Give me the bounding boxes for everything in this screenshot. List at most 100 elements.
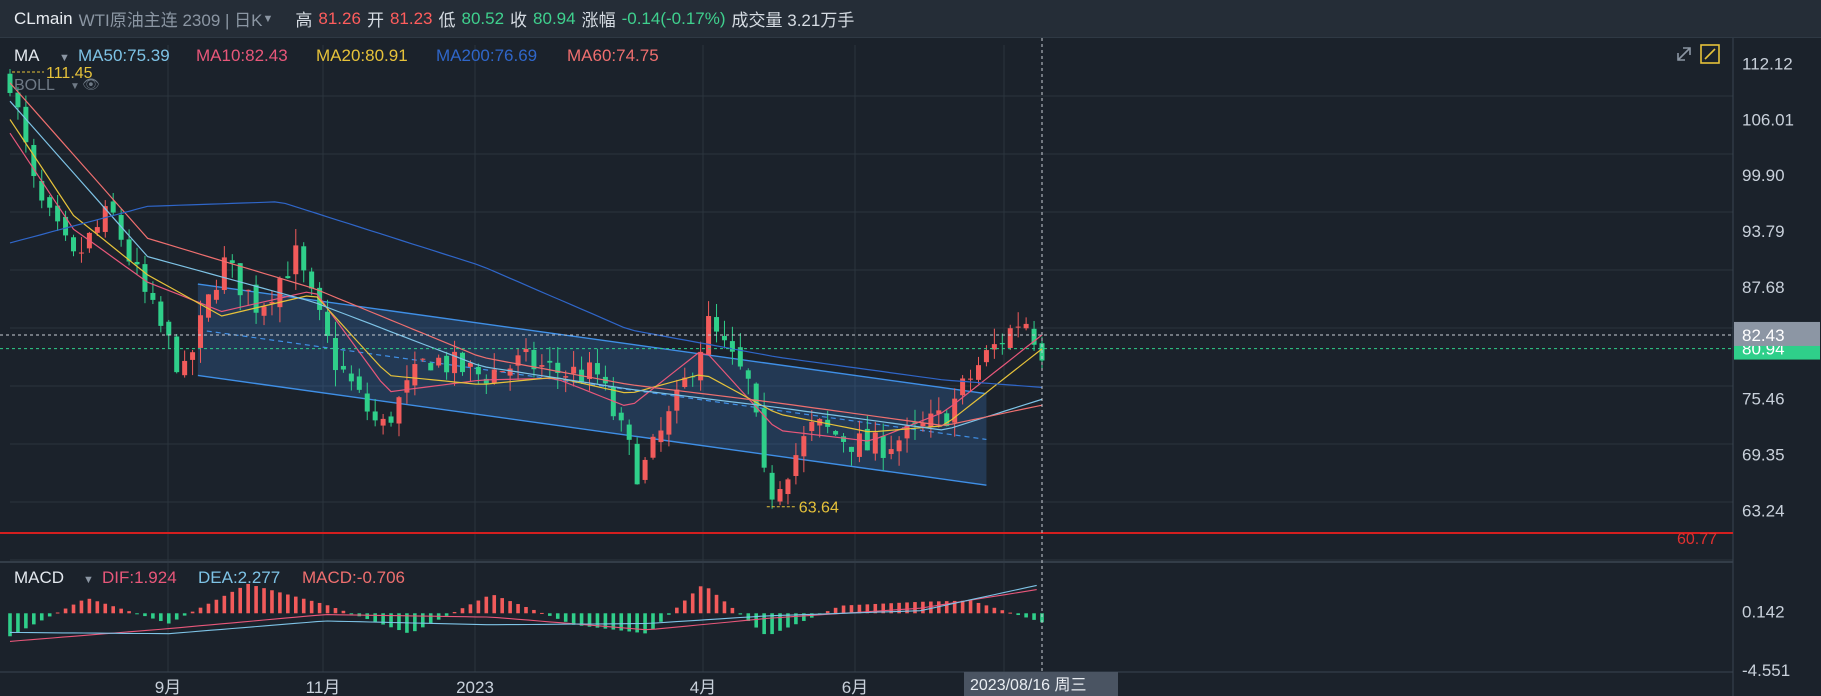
macd-bar	[119, 608, 123, 614]
candle-body	[650, 436, 656, 458]
macd-bar	[651, 613, 655, 629]
y-tick-label: 106.01	[1742, 110, 1794, 129]
volume-value: 成交量 3.21万手	[731, 11, 855, 30]
candle-body	[793, 455, 799, 476]
macd-bar	[1016, 613, 1020, 616]
macd-bar	[32, 613, 36, 625]
macd-bar	[111, 606, 115, 614]
candle-body	[71, 237, 77, 252]
channel-middle-line	[197, 329, 987, 441]
candle-body	[78, 252, 84, 254]
candle-body	[55, 205, 61, 222]
chevron-down-icon[interactable]: ▼	[262, 12, 274, 25]
candle-body	[721, 335, 727, 341]
symbol-code[interactable]: CLmain	[14, 8, 73, 28]
macd-panel[interactable]	[8, 583, 1044, 642]
change-label: 涨幅	[581, 11, 616, 30]
macd-bar	[714, 594, 719, 614]
macd-bar	[659, 613, 663, 622]
macd-bar	[206, 603, 211, 614]
candle-body	[880, 436, 886, 458]
candle-body	[221, 257, 227, 291]
candle-body	[198, 315, 204, 348]
candle-body	[833, 431, 839, 435]
candle-body	[968, 378, 974, 380]
macd-bar	[103, 603, 108, 614]
macd-bar	[301, 598, 306, 614]
x-tick-label: 4月	[690, 678, 716, 696]
macd-bar	[754, 613, 759, 628]
regression-channel[interactable]	[197, 283, 987, 486]
macd-bar	[881, 603, 886, 614]
candle-body	[571, 366, 577, 374]
fullscreen-icon[interactable]	[1700, 44, 1720, 64]
legend-dea: DEA:2.277	[198, 568, 280, 587]
chevron-down-icon[interactable]: ▼	[70, 81, 80, 92]
macd-bar	[968, 600, 973, 614]
macd-bar	[24, 613, 28, 629]
candle-body	[1031, 328, 1037, 345]
macd-bar	[722, 601, 727, 614]
close-label: 收	[510, 11, 528, 30]
macd-title[interactable]: MACD	[14, 568, 64, 587]
eye-hidden-icon[interactable]: 👁	[82, 76, 100, 92]
low-marker: 63.64	[799, 500, 839, 517]
macd-bar	[373, 613, 377, 622]
candle-body	[261, 306, 267, 316]
macd-bar	[135, 613, 139, 615]
macd-bar	[159, 613, 163, 622]
candle-body	[39, 180, 45, 201]
candle-body	[364, 393, 370, 412]
channel-upper-line	[197, 283, 987, 395]
candle-body	[356, 376, 362, 390]
moving-averages	[9, 82, 1043, 442]
cursor-date: 2023/08/16 周三	[970, 677, 1087, 694]
expand-icon[interactable]	[1677, 47, 1691, 61]
candle-body	[769, 472, 775, 500]
macd-bar	[143, 613, 147, 617]
macd-bar	[47, 613, 52, 617]
candle-body	[475, 366, 481, 375]
chevron-down-icon[interactable]: ▼	[59, 52, 70, 64]
boll-title[interactable]: BOLL	[14, 77, 55, 94]
candle-body	[467, 362, 473, 367]
candle-body	[928, 413, 934, 427]
candle-body	[563, 376, 569, 378]
candle-body	[63, 216, 69, 236]
legend-ma50: MA50:75.39	[78, 46, 170, 65]
candle-body	[587, 362, 593, 380]
candle-body	[134, 261, 140, 265]
macd-bar	[1024, 613, 1028, 618]
candle-body	[809, 421, 815, 432]
instrument-name[interactable]: WTI原油主连 2309 | 日K	[78, 11, 263, 30]
legend-ma60: MA60:74.75	[567, 46, 659, 65]
macd-bar	[293, 596, 298, 614]
macd-bar	[929, 601, 933, 614]
candle-body	[658, 430, 664, 443]
macd-bar	[825, 611, 830, 614]
open-label: 开	[366, 11, 384, 30]
cursor-date-badge	[964, 672, 1118, 696]
candle-body	[293, 245, 299, 275]
candle-body	[1007, 328, 1013, 348]
macd-bar	[79, 600, 84, 614]
candle-body	[491, 369, 497, 384]
candle-body	[245, 289, 251, 291]
line-ma20	[9, 119, 1043, 433]
candle-body	[332, 337, 338, 371]
chevron-down-icon[interactable]: ▼	[83, 574, 94, 586]
macd-bar	[802, 613, 806, 621]
candle-body	[436, 357, 442, 366]
ma-title[interactable]: MA	[14, 46, 40, 65]
candle-body	[380, 418, 386, 426]
close-value: 80.94	[533, 8, 576, 28]
macd-bar	[905, 602, 909, 614]
line-ma200	[9, 201, 1043, 388]
macd-bar	[8, 613, 12, 637]
macd-bar	[873, 603, 878, 614]
candle-body	[698, 351, 704, 381]
open-value: 81.23	[389, 8, 433, 28]
y-tick-label: 112.12	[1742, 55, 1793, 74]
